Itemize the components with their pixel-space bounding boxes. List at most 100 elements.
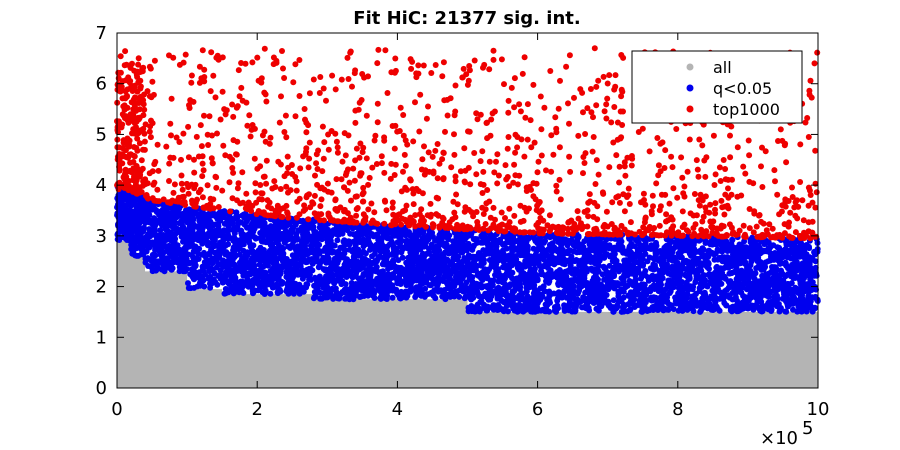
point-q005 [231,224,238,231]
point-q005 [375,283,382,290]
point-q005 [216,251,223,258]
point-q005 [222,290,229,297]
chart-title: Fit HiC: 21377 sig. int. [353,8,580,29]
point-q005 [550,290,557,297]
point-q005 [418,240,425,247]
point-q005 [601,265,608,272]
point-q005 [804,304,811,311]
point-q005 [728,270,735,276]
point-q005 [385,265,392,272]
point-q005 [182,266,189,273]
point-q005 [758,298,765,305]
point-q005 [509,252,515,259]
point-q005 [202,271,209,278]
point-q005 [611,285,618,292]
point-q005 [656,268,663,274]
point-q005 [624,308,631,315]
point-q005 [738,243,745,250]
point-q005 [576,249,583,256]
point-q005 [483,273,490,280]
point-q005 [390,259,397,266]
point-q005 [339,272,346,279]
point-q005 [149,239,156,246]
point-q005 [390,245,397,252]
point-q005 [763,292,770,299]
point-q005 [561,302,568,309]
point-q005 [423,251,430,258]
point-q005 [275,236,282,243]
point-q005 [692,255,699,262]
point-q005 [655,288,662,295]
point-q005 [605,273,612,280]
point-q005 [783,281,790,288]
point-q005 [496,239,502,245]
point-q005 [154,266,160,273]
point-q005 [226,255,233,262]
series-all [117,240,818,388]
point-q005 [256,247,263,253]
point-q005 [545,279,552,286]
point-q005 [283,229,290,236]
point-q005 [299,275,306,282]
point-q005 [627,256,634,262]
point-q005 [472,283,479,290]
point-q005 [717,265,724,272]
point-q005 [564,238,571,245]
point-q005 [187,223,194,230]
point-q005 [278,265,285,272]
point-q005 [280,253,287,260]
point-q005 [300,254,306,261]
point-q005 [565,307,572,314]
point-q005 [284,220,291,227]
point-q005 [648,242,655,249]
point-q005 [322,256,329,263]
point-q005 [672,243,679,250]
point-q005 [324,294,330,301]
point-q005 [700,296,707,303]
point-q005 [662,253,669,260]
point-q005 [602,298,608,305]
point-q005 [310,295,317,302]
point-q005 [473,263,480,270]
point-q005 [524,247,531,253]
point-q005 [573,296,580,303]
point-q005 [689,268,696,275]
point-q005 [632,280,639,287]
point-q005 [699,282,706,289]
point-q005 [316,273,323,280]
point-q005 [245,249,252,256]
point-q005 [675,250,682,257]
point-q005 [407,283,414,289]
point-q005 [691,249,697,256]
point-q005 [277,247,284,254]
point-q005 [277,222,284,229]
point-q005 [248,221,255,228]
point-q005 [309,260,316,267]
point-q005 [652,248,659,255]
point-q005 [275,242,282,249]
point-q005 [308,225,315,231]
point-q005 [685,303,692,310]
point-q005 [726,280,733,287]
point-q005 [294,249,300,256]
point-q005 [240,211,247,218]
point-q005 [466,287,473,294]
point-q005 [195,211,201,218]
point-q005 [293,287,300,294]
point-q005 [563,250,570,256]
point-q005 [365,282,372,288]
point-q005 [358,238,365,245]
point-q005 [153,208,160,215]
point-q005 [251,254,258,261]
point-q005 [748,280,755,287]
point-q005 [756,259,763,266]
point-q005 [203,237,210,244]
point-q005 [124,219,131,226]
point-q005 [234,212,241,219]
point-q005 [572,307,579,314]
point-q005 [371,244,377,251]
point-q005 [673,262,680,269]
point-q005 [733,289,740,296]
point-q005 [479,234,486,241]
point-q005 [637,291,644,298]
